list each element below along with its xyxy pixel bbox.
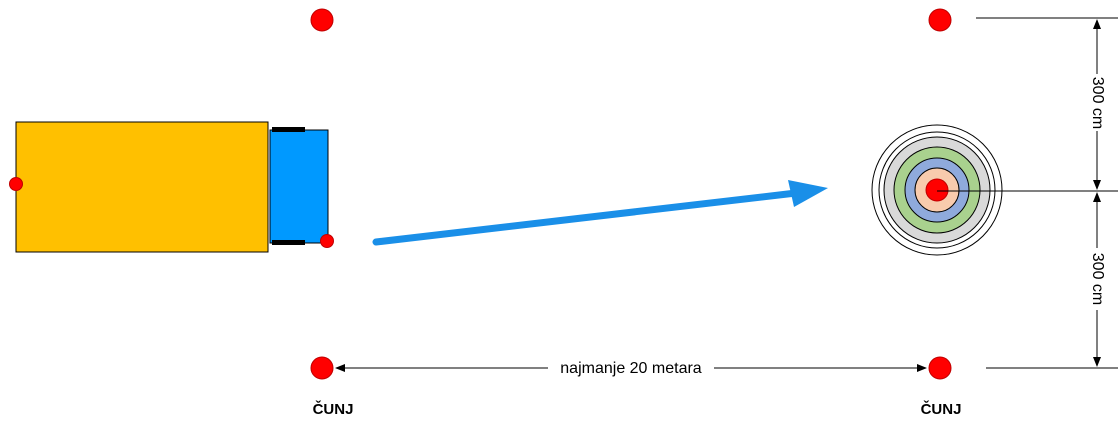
vehicle-front-marker (320, 234, 334, 248)
cone-label-right: ČUNJ (921, 400, 962, 418)
height-dimensions: 300 cm 300 cm (937, 17, 1118, 369)
direction-arrow (372, 180, 828, 246)
target-center-cone (925, 178, 949, 202)
cone-bottom-right (928, 356, 952, 380)
vehicle-mirror-top (272, 127, 305, 132)
vehicle (9, 121, 334, 253)
distance-label: najmanje 20 metara (560, 360, 702, 377)
vehicle-body (15, 121, 269, 253)
cone-top-left (310, 8, 334, 32)
cone-bottom-left (310, 356, 334, 380)
height-label-top: 300 cm (1089, 77, 1106, 129)
vehicle-mirror-bottom (272, 240, 305, 245)
cone-label-left: ČUNJ (313, 400, 354, 418)
vehicle-cab (269, 129, 329, 244)
cone-top-right (928, 8, 952, 32)
vehicle-rear-marker (9, 177, 23, 191)
target (871, 124, 1003, 256)
distance-dimension: najmanje 20 metara (335, 360, 927, 377)
height-label-bottom: 300 cm (1089, 253, 1106, 305)
